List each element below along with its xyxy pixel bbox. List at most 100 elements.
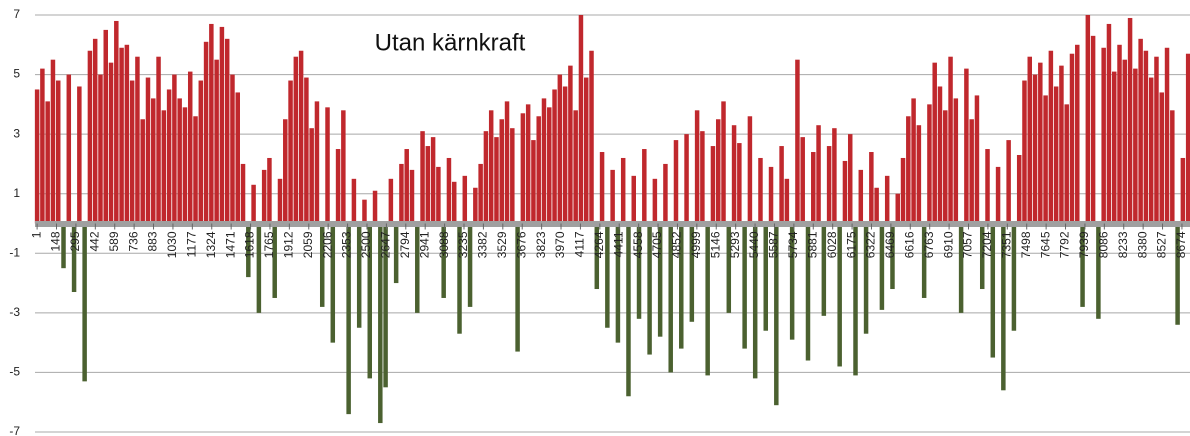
bar bbox=[657, 223, 663, 337]
bar bbox=[583, 77, 589, 224]
bar bbox=[404, 149, 409, 224]
x-tick-label: 1471 bbox=[223, 231, 237, 258]
x-tick-label: 1765 bbox=[262, 231, 276, 258]
bar bbox=[272, 223, 277, 298]
bar bbox=[367, 223, 372, 379]
bar bbox=[510, 128, 515, 224]
bar bbox=[557, 74, 563, 224]
bar bbox=[71, 223, 77, 293]
bar bbox=[906, 116, 911, 224]
bar bbox=[758, 157, 763, 224]
bar bbox=[61, 223, 66, 269]
bar bbox=[1117, 44, 1122, 224]
bar bbox=[525, 104, 531, 224]
bar bbox=[562, 86, 568, 224]
bar bbox=[346, 223, 351, 415]
x-tick-label: 1 bbox=[29, 231, 43, 238]
bar bbox=[214, 59, 219, 224]
bar bbox=[948, 56, 953, 224]
x-tick-label: 3088 bbox=[437, 231, 451, 258]
bar bbox=[747, 116, 753, 224]
bar bbox=[916, 125, 922, 224]
bar bbox=[826, 146, 832, 224]
bar bbox=[335, 149, 341, 224]
x-tick-label: 1618 bbox=[243, 231, 257, 258]
bar bbox=[135, 56, 140, 224]
bar bbox=[1127, 17, 1133, 224]
bar bbox=[45, 101, 50, 224]
bar bbox=[816, 125, 821, 224]
bar bbox=[615, 223, 621, 343]
bar bbox=[731, 125, 737, 224]
bar bbox=[209, 23, 214, 224]
bar bbox=[1148, 77, 1154, 224]
bar bbox=[1085, 15, 1091, 224]
bar bbox=[240, 163, 246, 224]
bar bbox=[969, 119, 974, 224]
x-tick-label: 6028 bbox=[825, 231, 839, 258]
bar bbox=[451, 181, 457, 224]
bar bbox=[494, 137, 499, 224]
x-tick-label: 3235 bbox=[456, 231, 470, 258]
x-tick-label: 8086 bbox=[1097, 231, 1111, 258]
bar bbox=[842, 160, 848, 224]
x-tick-label: 7057 bbox=[961, 231, 975, 258]
bar bbox=[103, 29, 108, 224]
chart-title: Utan kärnkraft bbox=[375, 29, 526, 56]
bar bbox=[1143, 50, 1149, 224]
bar bbox=[108, 62, 114, 224]
bar bbox=[66, 74, 72, 224]
x-tick-label: 4411 bbox=[611, 231, 625, 257]
bar bbox=[182, 107, 188, 224]
x-tick-label: 2206 bbox=[320, 231, 334, 258]
bar bbox=[795, 59, 800, 224]
bar bbox=[979, 223, 985, 290]
bar bbox=[82, 223, 87, 382]
bar bbox=[784, 178, 790, 224]
x-tick-label: 1177 bbox=[185, 231, 199, 257]
y-tick-label: -1 bbox=[9, 245, 20, 259]
bars bbox=[34, 15, 1190, 424]
bar bbox=[853, 223, 858, 376]
x-tick-label: 5881 bbox=[805, 231, 819, 258]
x-tick-label: 7645 bbox=[1038, 231, 1052, 258]
bar bbox=[383, 223, 388, 388]
x-tick-label: 4999 bbox=[689, 231, 703, 258]
bar bbox=[515, 223, 520, 352]
bar bbox=[974, 95, 980, 224]
bar bbox=[536, 116, 541, 224]
bar bbox=[1043, 95, 1048, 224]
bar bbox=[166, 89, 172, 224]
bar bbox=[288, 80, 293, 224]
bar bbox=[737, 143, 742, 224]
bar bbox=[620, 157, 626, 224]
bar bbox=[1016, 154, 1022, 224]
y-tick-label: 1 bbox=[13, 186, 20, 200]
x-tick-label: 7498 bbox=[1019, 231, 1033, 258]
bar bbox=[1122, 59, 1128, 224]
x-tick-label: 295 bbox=[68, 231, 82, 251]
bar bbox=[673, 140, 679, 224]
bar bbox=[388, 178, 394, 224]
bar bbox=[726, 223, 732, 313]
bar bbox=[309, 128, 314, 224]
bar bbox=[710, 146, 716, 224]
bar bbox=[1159, 92, 1164, 224]
bar bbox=[568, 65, 573, 224]
bar bbox=[578, 15, 584, 224]
bar bbox=[879, 223, 885, 310]
x-tick-label: 4705 bbox=[650, 231, 664, 258]
bar bbox=[800, 137, 805, 224]
x-tick-label: 7351 bbox=[999, 231, 1013, 258]
bar bbox=[293, 56, 299, 224]
y-tick-label: 3 bbox=[13, 126, 20, 140]
bar bbox=[594, 223, 600, 290]
x-tick-label: 7939 bbox=[1077, 231, 1091, 258]
bar bbox=[1011, 223, 1017, 331]
bar bbox=[409, 169, 415, 224]
x-tick-label: 7204 bbox=[980, 231, 994, 258]
bar bbox=[114, 20, 119, 224]
bar bbox=[610, 169, 615, 224]
bar bbox=[573, 110, 578, 224]
